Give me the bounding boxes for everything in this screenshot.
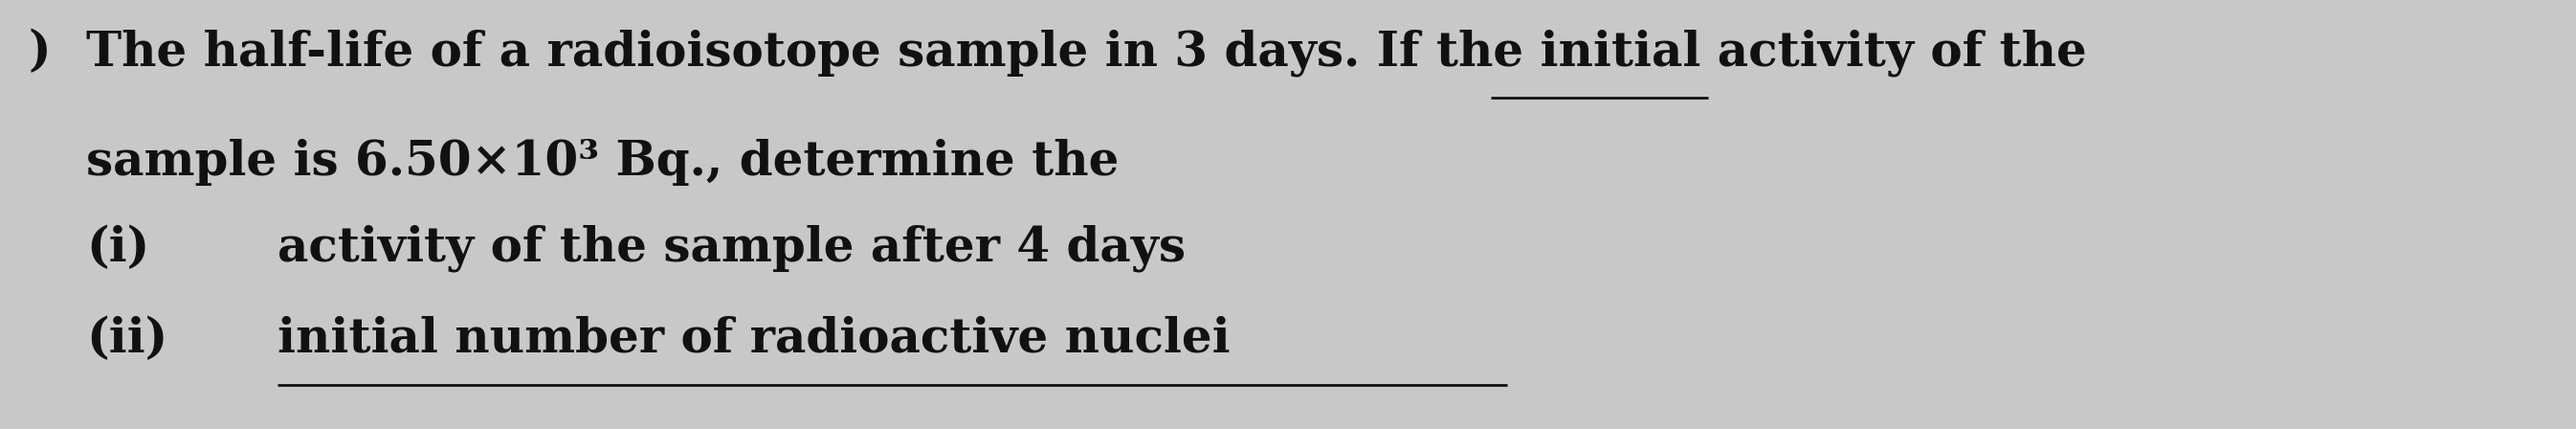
Text: activity of the sample after 4 days: activity of the sample after 4 days bbox=[278, 225, 1185, 272]
Text: initial number of radioactive nuclei: initial number of radioactive nuclei bbox=[278, 316, 1231, 363]
Text: (ii): (ii) bbox=[85, 316, 167, 363]
Text: The half-life of a radioisotope sample in 3 days. If the initial activity of the: The half-life of a radioisotope sample i… bbox=[85, 29, 2087, 76]
Text: ): ) bbox=[28, 29, 52, 76]
Text: (i): (i) bbox=[85, 225, 149, 272]
Text: sample is 6.50×10³ Bq., determine the: sample is 6.50×10³ Bq., determine the bbox=[85, 139, 1118, 186]
